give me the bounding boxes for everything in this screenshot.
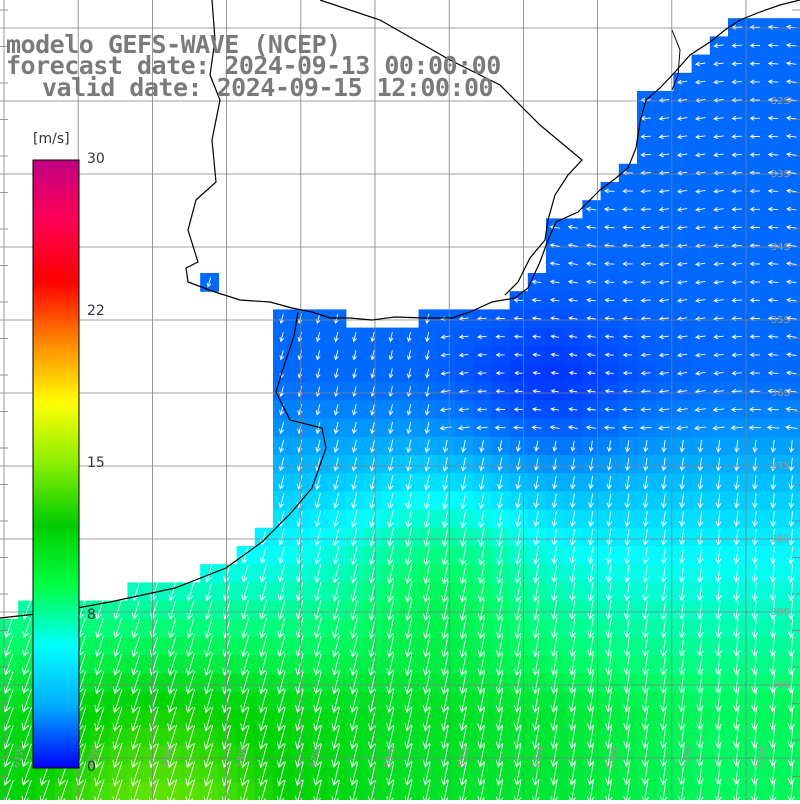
colorbar-tick-8: 8	[87, 607, 96, 623]
lat-label: 39S	[771, 607, 790, 618]
lat-label: 37S	[771, 461, 790, 472]
title-valid-date: valid date: 2024-09-15 12:00:00	[42, 75, 493, 100]
lat-label: 35S	[771, 315, 790, 326]
lat-label: 32S	[771, 96, 790, 107]
lat-label: 33S	[771, 169, 790, 180]
lat-label: 34S	[771, 242, 790, 253]
lat-label: 36S	[771, 388, 790, 399]
colorbar-tick-15: 15	[87, 455, 105, 471]
lat-label: 38S	[771, 534, 790, 545]
colorbar-tick-22: 22	[87, 303, 105, 319]
colorbar-tick-0: 0	[87, 759, 96, 775]
colorbar-units: [m/s]	[33, 131, 70, 147]
colorbar-tick-30: 30	[87, 151, 105, 167]
colorbar	[33, 160, 79, 768]
lat-label: 40S	[771, 680, 790, 691]
